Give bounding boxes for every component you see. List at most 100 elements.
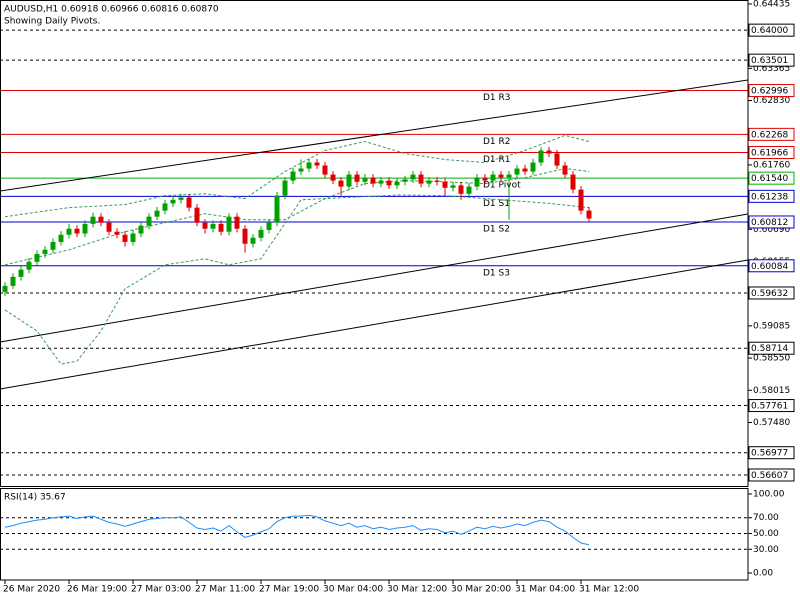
candle-body	[394, 181, 400, 186]
channel-line	[0, 79, 749, 192]
candle-body	[554, 153, 560, 166]
candle-body	[322, 165, 328, 175]
level-label: 0.57761	[751, 402, 788, 412]
level-label: 0.60812	[751, 218, 788, 228]
level-label: 0.61238	[751, 192, 788, 202]
candle-body	[114, 231, 120, 235]
level-name: D1 S2	[483, 224, 510, 234]
candle-body	[266, 222, 272, 230]
candle-body	[98, 216, 104, 223]
level-label-box	[748, 146, 795, 160]
candle-body	[82, 223, 88, 234]
level-name: D1 S1	[483, 199, 510, 209]
rsi-line	[4, 514, 590, 546]
level-label-box	[748, 53, 795, 67]
candle-body	[482, 177, 488, 181]
candle-body	[474, 177, 480, 187]
level-label: 0.61966	[751, 149, 788, 159]
level-label: 0.63501	[751, 56, 788, 66]
bollinger-band	[4, 194, 590, 365]
level-label-box	[748, 259, 795, 273]
x-tick-label: 26 Mar 19:00	[67, 585, 127, 595]
data-layer	[2, 134, 592, 546]
level-name: D1 R1	[483, 155, 511, 165]
candle-body	[154, 210, 160, 217]
y-tick-label: 0.61760	[753, 160, 790, 170]
candle-body	[2, 285, 8, 292]
x-tick-label: 27 Mar 19:00	[259, 585, 319, 595]
level-label: 0.56977	[751, 449, 788, 459]
x-tick-label: 27 Mar 03:00	[131, 585, 191, 595]
candle-body	[258, 229, 264, 238]
level-label: 0.59632	[751, 289, 788, 299]
level-label: 0.64000	[751, 26, 788, 36]
level-label-box	[748, 127, 795, 141]
candle-body	[378, 180, 384, 184]
candle-body	[354, 174, 360, 182]
level-label: 0.62268	[751, 130, 788, 140]
candle-body	[570, 174, 576, 190]
x-tick-label: 27 Mar 11:00	[195, 585, 255, 595]
candle-body	[122, 234, 128, 242]
level-name: D1 R2	[483, 137, 511, 147]
level-name: D1 S3	[483, 268, 510, 278]
channel-line	[0, 259, 749, 390]
candle-body	[18, 269, 24, 277]
grid-layer: D1 R3 D1 R2 D1 R1 D1 Pivot D1 S1 D1 S2 D1 S3	[0, 29, 748, 550]
candle-body	[178, 197, 184, 200]
y-tick-label: 0.00	[753, 568, 773, 578]
candle-body	[450, 185, 456, 188]
candle-body	[274, 195, 280, 223]
level-name: D1 R3	[483, 93, 511, 103]
level-label-box	[748, 399, 795, 413]
candle-body	[210, 223, 216, 229]
level-name: D1 Pivot	[483, 181, 521, 191]
candle-body	[330, 174, 336, 181]
candle-body	[346, 174, 352, 187]
candle-body	[546, 150, 552, 154]
candle-body	[186, 197, 192, 208]
main-panel-frame	[0, 0, 749, 487]
y-tick-label: 0.62830	[753, 96, 790, 106]
y-tick-label: 0.64435	[753, 0, 790, 9]
chart-subtitle: Showing Daily Pivots.	[4, 17, 100, 27]
candle-body	[538, 150, 544, 163]
candle-body	[202, 222, 208, 229]
candle-body	[74, 228, 80, 234]
rsi-title: RSI(14) 35.67	[4, 493, 66, 503]
candle-body	[194, 207, 200, 223]
y-tick-label: 0.57480	[753, 418, 790, 428]
candle-body	[362, 177, 368, 182]
candle-body	[138, 225, 144, 234]
x-tick-label: 26 Mar 2020	[3, 585, 60, 595]
candle-body	[282, 180, 288, 196]
channel-line	[0, 213, 749, 343]
level-label: 0.58714	[751, 344, 788, 354]
candle-body	[34, 253, 40, 262]
y-tick-label: 100.00	[753, 490, 785, 500]
rsi-panel-frame	[0, 488, 749, 581]
candle-body	[306, 162, 312, 169]
candle-body	[50, 241, 56, 250]
candle-body	[370, 177, 376, 184]
candle-body	[250, 237, 256, 244]
candle-body	[490, 174, 496, 181]
candle-body	[26, 261, 32, 270]
candle-body	[498, 174, 504, 178]
candle-body	[466, 186, 472, 194]
candle-body	[290, 171, 296, 181]
candle-body	[402, 179, 408, 182]
candle-body	[10, 276, 16, 286]
level-label-box	[748, 215, 795, 229]
candle-body	[426, 180, 432, 184]
x-tick-label: 30 Mar 04:00	[323, 585, 383, 595]
candle-body	[314, 162, 320, 166]
level-label: 0.56607	[751, 471, 788, 481]
candle-body	[434, 180, 440, 182]
bollinger-band	[4, 134, 590, 218]
level-label: 0.60084	[751, 262, 788, 272]
candle-body	[458, 185, 464, 194]
candle-body	[506, 174, 512, 178]
